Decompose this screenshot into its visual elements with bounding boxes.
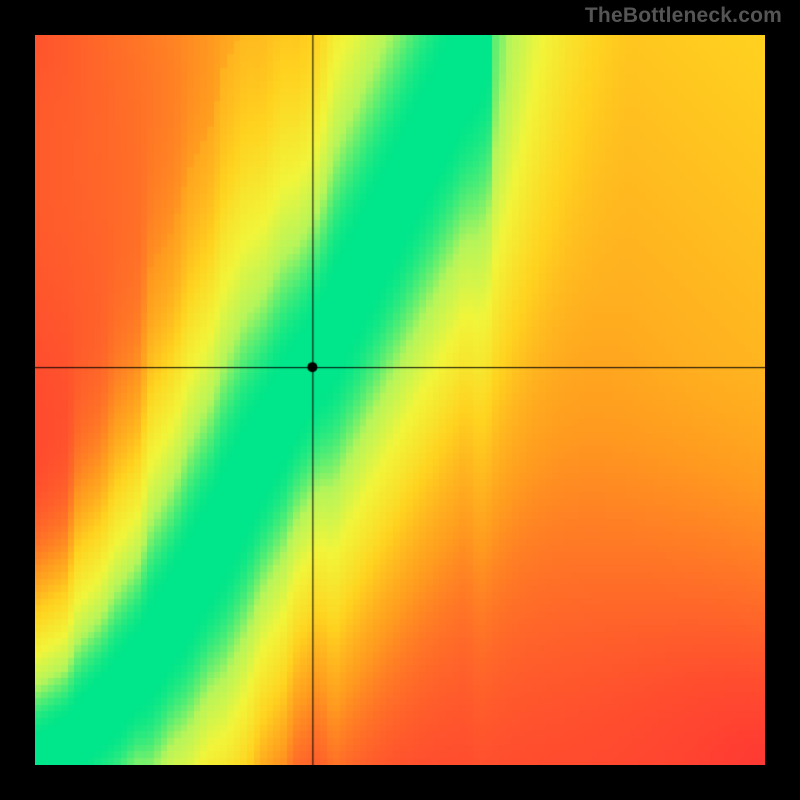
heatmap-plot: [35, 35, 765, 765]
chart-container: TheBottleneck.com: [0, 0, 800, 800]
watermark-text: TheBottleneck.com: [585, 4, 782, 28]
heatmap-canvas: [35, 35, 765, 765]
